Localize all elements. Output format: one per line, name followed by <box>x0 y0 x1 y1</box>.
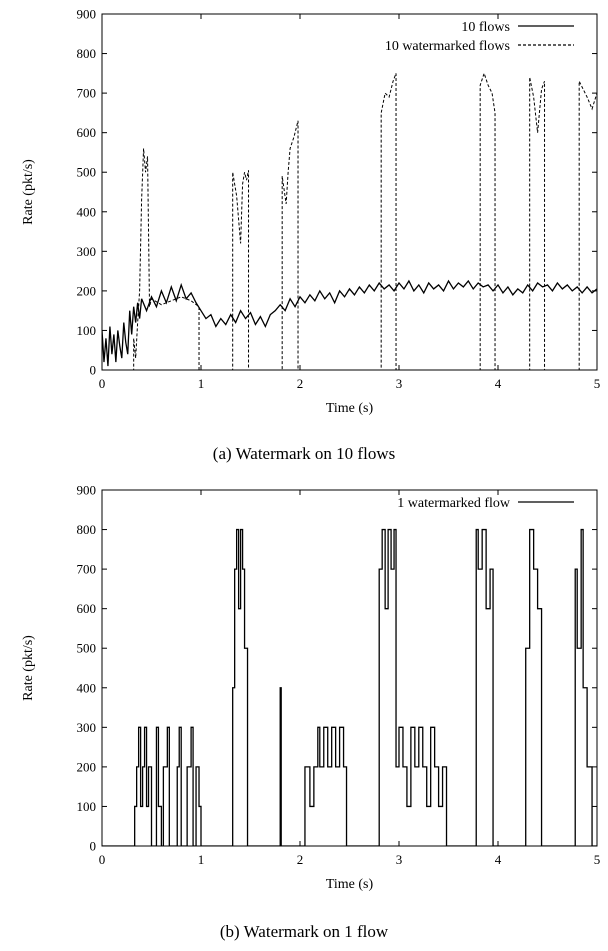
chart-a-xtick-label: 5 <box>594 376 601 391</box>
chart-a-xtick-label: 4 <box>495 376 502 391</box>
chart-b-caption: (b) Watermark on 1 flow <box>219 922 389 941</box>
chart-b-xtick-label: 0 <box>99 852 106 867</box>
chart-a-series-1-line <box>102 71 597 370</box>
chart-a-legend-label-0: 10 flows <box>461 20 510 35</box>
chart-a-svg: 0 100 200 300 400 500 600 700 800 900 0 1 2 3 4 5 Time (… <box>21 7 601 417</box>
chart-b-ytick-label: 500 <box>77 641 97 656</box>
chart-b-ytick-label: 0 <box>90 839 97 854</box>
chart-b-series-0-line <box>102 528 597 846</box>
chart-panel-a: 0 100 200 300 400 500 600 700 800 900 0 1 2 3 4 5 Time (… <box>0 0 608 475</box>
chart-b-xtick-label: 2 <box>297 852 304 867</box>
chart-a-ytick-label: 700 <box>77 86 97 101</box>
chart-a-ytick-label: 800 <box>77 46 97 61</box>
chart-panel-b: 0 100 200 300 400 500 600 700 800 900 0 1 2 3 4 5 Time (… <box>0 476 608 951</box>
chart-b-svg: 0 100 200 300 400 500 600 700 800 900 0 1 2 3 4 5 Time (… <box>21 483 601 893</box>
chart-a-ytick-label: 600 <box>77 125 97 140</box>
chart-b-xlabel: Time (s) <box>326 877 374 892</box>
chart-a-ytick-label: 200 <box>77 283 97 298</box>
chart-b-ylabel: Rate (pkt/s) <box>21 635 36 701</box>
chart-a-xtick-label: 2 <box>297 376 304 391</box>
chart-b-legend-label-0: 1 watermarked flow <box>397 496 511 511</box>
chart-b-ytick-label: 900 <box>77 483 97 498</box>
chart-a-ytick-label: 300 <box>77 244 97 259</box>
chart-b-ytick-label: 800 <box>77 522 97 537</box>
chart-b-xtick-label: 4 <box>495 852 502 867</box>
chart-b-ytick-label: 200 <box>77 759 97 774</box>
chart-a-series-0-line <box>102 279 597 367</box>
chart-b-xtick-label: 1 <box>198 852 205 867</box>
chart-a-legend-label-1: 10 watermarked flows <box>385 39 510 54</box>
chart-b-ytick-label: 700 <box>77 562 97 577</box>
chart-a-xtick-label: 1 <box>198 376 205 391</box>
chart-a-xlabel: Time (s) <box>326 401 374 416</box>
chart-a-xtick-label: 3 <box>396 376 403 391</box>
chart-b-ytick-label: 400 <box>77 680 97 695</box>
chart-b-ytick-label: 300 <box>77 720 97 735</box>
chart-b-ytick-label: 600 <box>77 601 97 616</box>
chart-b-ytick-label: 100 <box>77 799 97 814</box>
chart-b-xtick-label: 5 <box>594 852 601 867</box>
chart-a-plot-frame <box>101 13 598 371</box>
chart-a-xtick-label: 0 <box>99 376 106 391</box>
chart-b-plot-frame <box>101 489 598 847</box>
chart-b-xtick-label: 3 <box>396 852 403 867</box>
chart-a-ytick-label: 100 <box>77 323 97 338</box>
chart-a-ytick-label: 0 <box>90 363 97 378</box>
chart-a-ytick-label: 400 <box>77 204 97 219</box>
chart-a-caption: (a) Watermark on 10 flows <box>212 444 396 463</box>
chart-a-ytick-label: 500 <box>77 165 97 180</box>
chart-a-ytick-label: 900 <box>77 7 97 22</box>
chart-a-ylabel: Rate (pkt/s) <box>21 159 36 225</box>
